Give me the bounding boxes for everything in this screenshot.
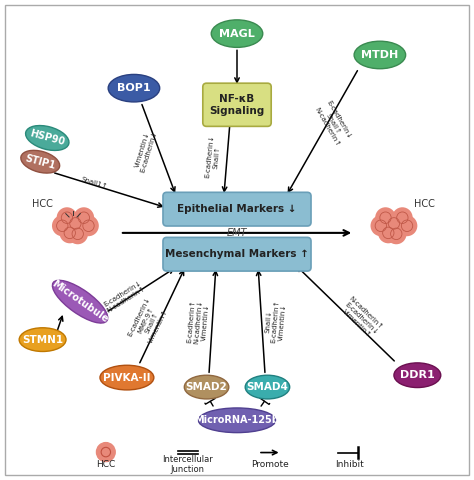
Text: Vimentin↓
E-cadherin↓: Vimentin↓ E-cadherin↓ bbox=[133, 128, 158, 173]
Text: Epithelial Markers ↓: Epithelial Markers ↓ bbox=[177, 204, 297, 214]
Text: E-cadherin↓
Snail↑
N-cadherin↑: E-cadherin↓ Snail↑ N-cadherin↑ bbox=[313, 100, 353, 148]
Text: DDR1: DDR1 bbox=[400, 370, 435, 380]
Circle shape bbox=[97, 443, 115, 462]
Circle shape bbox=[52, 216, 73, 236]
Text: EMT: EMT bbox=[227, 228, 247, 238]
Text: PIVKA-II: PIVKA-II bbox=[103, 372, 151, 383]
Text: MAGL: MAGL bbox=[219, 29, 255, 38]
Circle shape bbox=[65, 213, 86, 234]
Text: E-cadherin↓
N-cadherin↑: E-cadherin↓ N-cadherin↑ bbox=[102, 280, 147, 314]
Text: HCC: HCC bbox=[96, 460, 116, 469]
Ellipse shape bbox=[108, 74, 160, 102]
Circle shape bbox=[375, 207, 396, 228]
Text: Mesenchymal Markers ↑: Mesenchymal Markers ↑ bbox=[165, 249, 309, 259]
Text: Inhibit: Inhibit bbox=[335, 460, 364, 469]
Circle shape bbox=[67, 223, 88, 244]
Circle shape bbox=[392, 207, 413, 228]
Ellipse shape bbox=[198, 408, 276, 432]
Ellipse shape bbox=[19, 328, 66, 351]
Text: NF-κB
Signaling: NF-κB Signaling bbox=[210, 94, 264, 116]
Text: N-cadherin↑
E-cadherin↓
Vimentin↑: N-cadherin↑ E-cadherin↓ Vimentin↑ bbox=[338, 296, 384, 341]
Circle shape bbox=[57, 207, 77, 228]
Circle shape bbox=[386, 223, 407, 244]
FancyBboxPatch shape bbox=[163, 192, 311, 226]
Circle shape bbox=[397, 216, 417, 236]
Text: Snail1↑: Snail1↑ bbox=[80, 176, 108, 190]
Circle shape bbox=[378, 222, 399, 243]
Text: SMAD2: SMAD2 bbox=[186, 382, 228, 392]
Text: BOP1: BOP1 bbox=[117, 83, 151, 93]
Circle shape bbox=[371, 216, 391, 236]
Text: MicroRNA-125b: MicroRNA-125b bbox=[194, 415, 280, 425]
Ellipse shape bbox=[245, 375, 290, 399]
Ellipse shape bbox=[211, 20, 263, 48]
Text: Microtubule: Microtubule bbox=[50, 278, 110, 325]
Ellipse shape bbox=[394, 363, 441, 387]
Text: MTDH: MTDH bbox=[361, 50, 399, 60]
Text: E-cadherin↓
Snail↑: E-cadherin↓ Snail↑ bbox=[205, 135, 222, 179]
Text: E-cadherin↓
MMP-9↑
Snail↑
Vimentin↑: E-cadherin↓ MMP-9↑ Snail↑ Vimentin↑ bbox=[128, 296, 171, 347]
Circle shape bbox=[59, 222, 80, 243]
Text: STMN1: STMN1 bbox=[22, 335, 63, 345]
Text: SMAD4: SMAD4 bbox=[246, 382, 288, 392]
Ellipse shape bbox=[354, 41, 406, 69]
Ellipse shape bbox=[26, 126, 69, 150]
Circle shape bbox=[73, 207, 94, 228]
Text: HCC: HCC bbox=[414, 199, 435, 209]
Ellipse shape bbox=[100, 365, 154, 390]
Text: Snail↓
E-cadherin↑
Vimentin↓: Snail↓ E-cadherin↑ Vimentin↓ bbox=[264, 299, 287, 344]
Text: STIP1: STIP1 bbox=[24, 153, 56, 170]
Text: E-cadherin↑
N-cadherin↓
Vimentin↓: E-cadherin↑ N-cadherin↓ Vimentin↓ bbox=[187, 299, 210, 345]
Text: Intercellular
Junction: Intercellular Junction bbox=[163, 455, 213, 474]
FancyBboxPatch shape bbox=[163, 238, 311, 271]
Circle shape bbox=[383, 213, 404, 234]
Text: HSP90: HSP90 bbox=[28, 129, 66, 147]
Text: HCC: HCC bbox=[32, 199, 53, 209]
Ellipse shape bbox=[53, 280, 108, 323]
Circle shape bbox=[78, 216, 99, 236]
Ellipse shape bbox=[21, 150, 60, 173]
Ellipse shape bbox=[184, 375, 229, 399]
Text: Promote: Promote bbox=[251, 460, 289, 469]
FancyBboxPatch shape bbox=[203, 83, 271, 126]
